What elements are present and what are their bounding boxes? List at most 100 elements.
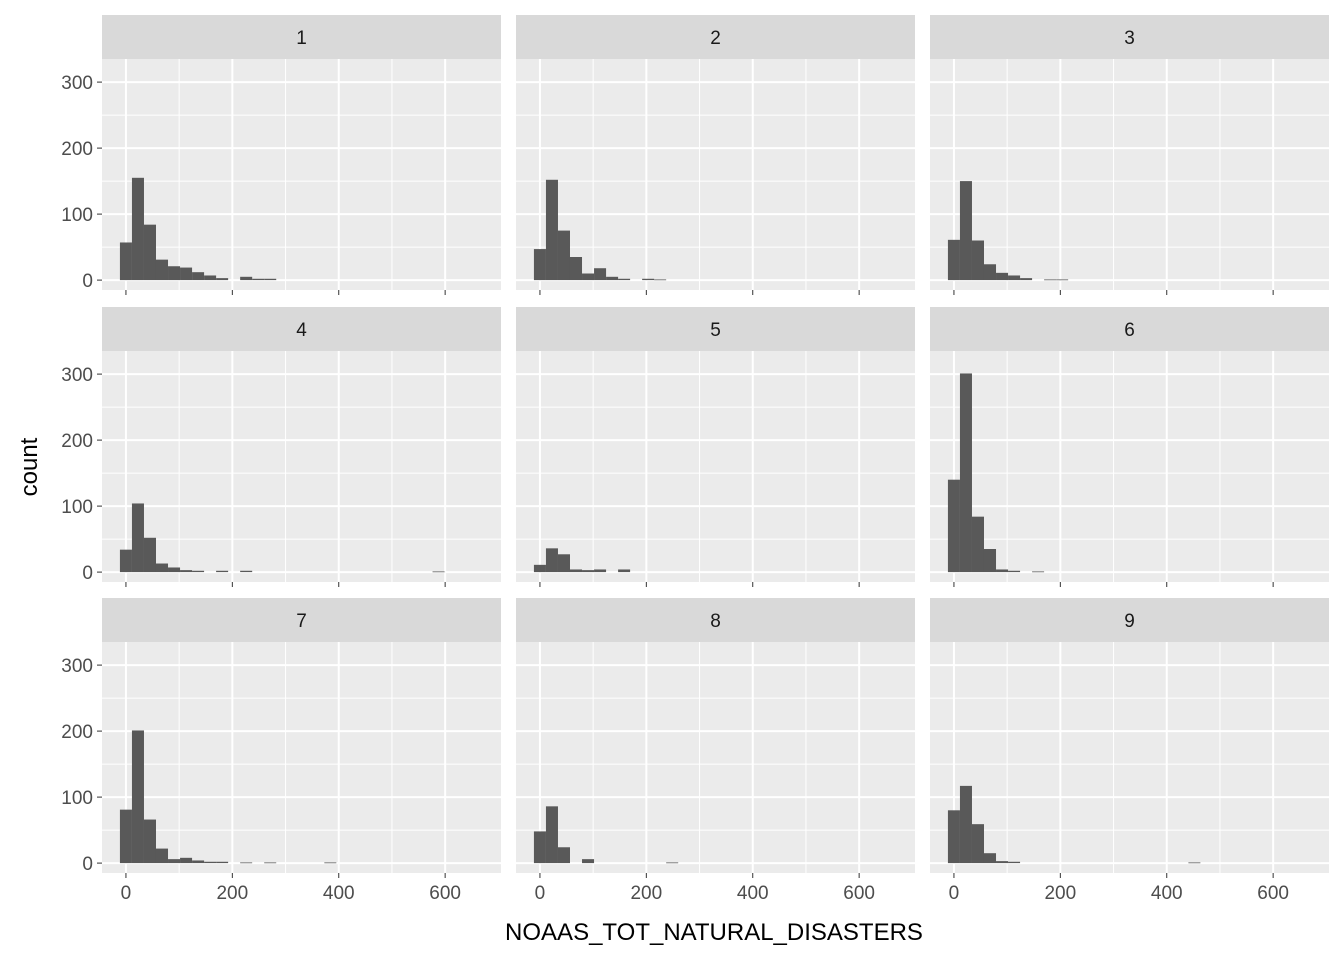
histogram-bar <box>204 861 217 864</box>
y-tick-label: 100 <box>61 497 93 518</box>
histogram-bar <box>180 570 193 573</box>
facet-strip <box>102 598 501 642</box>
histogram-bar <box>240 276 253 281</box>
y-tick-label: 300 <box>61 73 93 94</box>
histogram-bar <box>192 860 205 864</box>
panel-background <box>930 351 1329 582</box>
facet-strip-label: 6 <box>1124 320 1135 341</box>
histogram-bar <box>1008 570 1021 573</box>
x-tick-label: 200 <box>216 883 248 904</box>
x-tick-label: 200 <box>1044 883 1076 904</box>
y-tick-label: 200 <box>61 139 93 160</box>
histogram-bar <box>582 859 595 864</box>
histogram-bar <box>971 824 984 864</box>
x-tick-label: 600 <box>843 883 875 904</box>
histogram-bar <box>143 819 156 864</box>
histogram-bar <box>131 177 144 281</box>
x-tick-label: 0 <box>121 883 132 904</box>
histogram-bar <box>594 268 607 281</box>
histogram-bar <box>240 862 253 864</box>
histogram-bar <box>996 272 1009 281</box>
y-tick-label: 200 <box>61 431 93 452</box>
histogram-bar <box>959 181 972 281</box>
panel-background <box>516 642 915 873</box>
histogram-bar <box>971 240 984 281</box>
x-tick-label: 0 <box>535 883 546 904</box>
histogram-bar <box>155 259 169 281</box>
facet-strip <box>516 307 915 351</box>
histogram-bar <box>545 179 558 281</box>
histogram-bar <box>582 570 595 573</box>
facet-panel-5: 5 <box>516 307 915 587</box>
facet-panels: 1 0 100 200 300 2 3 4 0 100 200 300 5 6 7 0 100 200 300 0 20… <box>61 15 1329 904</box>
histogram-bar <box>557 554 570 573</box>
facet-strip-label: 4 <box>296 320 307 341</box>
facet-strip-label: 7 <box>296 611 307 632</box>
histogram-bar <box>252 278 265 281</box>
y-tick-label: 300 <box>61 365 93 386</box>
histogram-bar <box>131 503 144 573</box>
y-tick-label: 100 <box>61 788 93 809</box>
facet-panel-8: 8 0 200 400 600 <box>516 598 915 904</box>
histogram-bar <box>545 548 558 573</box>
histogram-bar <box>432 571 445 573</box>
histogram-bar <box>168 567 181 573</box>
histogram-bar <box>155 563 169 573</box>
panel-background <box>930 59 1329 290</box>
histogram-bar <box>996 861 1009 864</box>
histogram-bar <box>264 278 277 281</box>
histogram-bar <box>947 810 960 864</box>
facet-strip-label: 9 <box>1124 611 1135 632</box>
histogram-bar <box>996 569 1009 573</box>
facet-strip <box>102 15 501 59</box>
facet-strip <box>516 598 915 642</box>
x-tick-label: 600 <box>1257 883 1289 904</box>
facet-panel-2: 2 <box>516 15 915 295</box>
histogram-bar <box>119 809 132 864</box>
panel-background <box>102 59 501 290</box>
x-tick-label: 600 <box>429 883 461 904</box>
facet-panel-3: 3 <box>930 15 1329 295</box>
panel-background <box>516 59 915 290</box>
histogram-bar <box>666 862 679 864</box>
histogram-bar <box>119 242 132 281</box>
histogram-bar <box>642 278 655 281</box>
histogram-bar <box>216 570 229 573</box>
histogram-bar <box>947 479 960 573</box>
histogram-bar <box>324 862 337 864</box>
x-tick-label: 0 <box>949 883 960 904</box>
histogram-bar <box>594 569 607 573</box>
histogram-bar <box>654 279 667 281</box>
histogram-bar <box>240 570 253 573</box>
panel-background <box>102 351 501 582</box>
histogram-bar <box>168 859 181 864</box>
histogram-bar <box>569 569 583 573</box>
histogram-bar <box>959 373 972 573</box>
histogram-bar <box>168 266 181 281</box>
histogram-bar <box>1008 861 1021 864</box>
histogram-bar <box>180 267 193 281</box>
x-tick-label: 200 <box>630 883 662 904</box>
histogram-bar <box>119 549 132 573</box>
panel-background <box>930 642 1329 873</box>
histogram-bar <box>959 785 972 864</box>
histogram-bar <box>582 273 595 281</box>
histogram-bar <box>143 224 156 281</box>
facet-strip-label: 8 <box>710 611 721 632</box>
y-axis-title: count <box>16 437 43 496</box>
panel-background <box>102 642 501 873</box>
histogram-bar <box>557 847 570 864</box>
facet-strip <box>102 307 501 351</box>
histogram-bar <box>192 272 205 281</box>
facet-panel-9: 9 0 200 400 600 <box>930 598 1329 904</box>
histogram-bar <box>606 276 619 281</box>
facet-strip-label: 1 <box>296 28 307 49</box>
histogram-bar <box>1008 275 1021 281</box>
histogram-bar <box>947 239 960 281</box>
histogram-bar <box>216 861 229 864</box>
panel-background <box>516 351 915 582</box>
x-axis-title: NOAAS_TOT_NATURAL_DISASTERS <box>505 919 923 946</box>
histogram-bar <box>143 537 156 573</box>
histogram-bar <box>983 264 997 281</box>
